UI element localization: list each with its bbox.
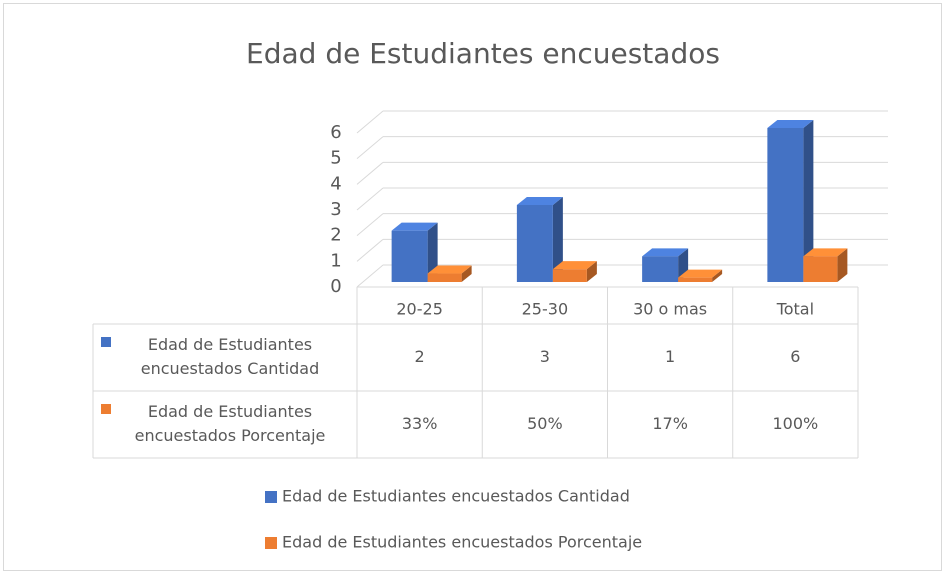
grid-line [356,161,384,185]
y-tick-label: 4 [330,173,341,194]
bar [803,248,848,282]
grid-line [356,110,384,134]
y-tick-label: 6 [330,122,341,143]
table-row-header: Edad de Estudiantes encuestados Porcenta… [134,402,326,445]
bar-face [516,197,563,205]
bar-face [803,120,814,282]
bar-face [767,120,814,128]
bar [678,269,723,282]
table-value: 6 [790,347,800,366]
bar-face [552,261,597,270]
table-value: 17% [652,414,688,433]
grid-line [356,187,384,211]
legend-label: Edad de Estudiantes encuestados Porcenta… [282,533,642,552]
x-tick-label: 20-25 [396,300,443,319]
x-tick-label: 30 o mas [633,300,707,319]
table-value: 50% [527,414,563,433]
chart-title: Edad de Estudiantes encuestados [246,37,720,70]
bar-face [837,248,848,282]
bar-face [803,256,838,282]
y-tick-label: 0 [330,276,341,297]
legend-swatch [101,337,111,347]
bar-face [391,230,428,282]
bar-face [461,265,472,282]
bar-face [803,248,848,257]
bar [391,222,438,282]
grid-line [356,136,384,160]
y-tick-label: 3 [330,199,341,220]
bar [516,197,563,282]
table-value: 2 [415,347,425,366]
bar-face [712,269,723,282]
bar [427,265,472,282]
bar-face [427,222,438,282]
table-value: 100% [773,414,819,433]
bar [552,261,597,282]
bar-face [427,265,472,274]
legend-swatch [101,404,111,414]
grid-line [356,213,384,237]
table-row-header: Edad de Estudiantes encuestados Cantidad [140,335,320,378]
x-tick-label: Total [776,300,814,319]
legend-label: Edad de Estudiantes encuestados Cantidad [282,487,630,506]
bar-face [391,222,438,231]
bar-face [678,269,723,278]
bar [767,120,814,282]
bar-face [552,197,563,282]
bar-face [642,256,679,282]
bar-face [767,128,804,282]
table-value: 1 [665,347,675,366]
x-tick-label: 25-30 [522,300,569,319]
bar-face [586,261,597,282]
y-tick-label: 2 [330,225,341,246]
bar [642,248,689,282]
legend-swatch [265,537,277,549]
legend-swatch [265,491,277,503]
grid-line [356,238,384,262]
y-tick-label: 5 [330,148,341,169]
bar-face [427,273,462,282]
y-tick-label: 1 [330,250,341,271]
bar-face [678,277,713,282]
table-value: 33% [402,414,438,433]
table-value: 3 [540,347,550,366]
bar-face [642,248,689,257]
grid-line [356,264,384,288]
bar-face [552,269,587,282]
bar-face [516,205,553,282]
